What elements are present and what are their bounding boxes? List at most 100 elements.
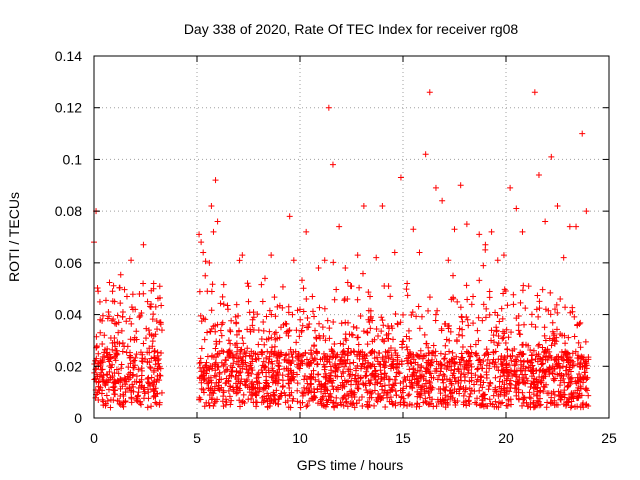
data-point (364, 389, 371, 396)
data-point (538, 356, 545, 363)
data-point (497, 391, 504, 398)
data-point (216, 369, 223, 376)
data-point (371, 355, 378, 362)
data-point (371, 402, 378, 409)
data-point (519, 376, 526, 383)
data-point (565, 354, 572, 361)
data-point (323, 386, 330, 393)
data-point (230, 360, 237, 367)
data-point (498, 353, 505, 360)
data-point (294, 387, 301, 394)
data-point (533, 306, 540, 313)
data-point (289, 375, 296, 382)
data-point (536, 355, 543, 362)
data-point (520, 351, 527, 358)
data-point (224, 366, 231, 373)
data-point (474, 395, 481, 402)
data-point (132, 354, 139, 361)
data-point (209, 363, 216, 370)
data-point (529, 356, 536, 363)
data-point (457, 182, 464, 189)
data-point (385, 376, 392, 383)
data-point (516, 380, 523, 387)
data-point (437, 396, 444, 403)
data-point (233, 367, 240, 374)
data-point (359, 402, 366, 409)
data-point (128, 394, 135, 401)
data-point (260, 327, 267, 334)
data-point (498, 305, 505, 312)
data-point (499, 328, 506, 335)
data-point (360, 328, 367, 335)
data-point (206, 259, 213, 266)
data-point (474, 366, 481, 373)
x-axis-label: GPS time / hours (297, 457, 404, 473)
data-point (565, 395, 572, 402)
data-point (117, 300, 124, 307)
data-point (484, 349, 491, 356)
data-point (352, 375, 359, 382)
data-point (112, 343, 119, 350)
data-point (119, 383, 126, 390)
data-point (341, 377, 348, 384)
data-point (124, 373, 131, 380)
data-point (106, 368, 113, 375)
data-point (541, 324, 548, 331)
data-point (423, 340, 430, 347)
data-point (130, 358, 137, 365)
data-point (462, 374, 469, 381)
data-point (363, 386, 370, 393)
data-point (377, 396, 384, 403)
data-point (532, 403, 539, 410)
data-point (260, 398, 267, 405)
data-point (241, 399, 248, 406)
data-point (502, 362, 509, 369)
data-point (275, 376, 282, 383)
data-point (458, 313, 465, 320)
data-point (95, 379, 102, 386)
data-point (567, 309, 574, 316)
data-point (334, 402, 341, 409)
data-point (150, 333, 157, 340)
data-point (321, 381, 328, 388)
data-point (109, 361, 116, 368)
data-point (468, 349, 475, 356)
data-point (580, 400, 587, 407)
data-point (102, 297, 109, 304)
data-point (560, 375, 567, 382)
data-point (157, 321, 164, 328)
data-point (115, 329, 122, 336)
data-point (246, 384, 253, 391)
data-point (476, 231, 483, 238)
data-point (330, 259, 337, 266)
data-point (369, 361, 376, 368)
data-point (543, 404, 550, 411)
data-point (218, 347, 225, 354)
data-point (573, 223, 580, 230)
data-point (575, 393, 582, 400)
data-point (437, 368, 444, 375)
data-point (239, 334, 246, 341)
x-tick-label: 20 (498, 430, 514, 446)
data-point (527, 383, 534, 390)
data-point (560, 254, 567, 261)
data-point (512, 361, 519, 368)
data-point (547, 399, 554, 406)
data-point (490, 356, 497, 363)
data-point (403, 286, 410, 293)
data-point (564, 384, 571, 391)
data-point (197, 364, 204, 371)
data-point (406, 401, 413, 408)
data-point (297, 316, 304, 323)
data-point (201, 376, 208, 382)
data-point (329, 161, 336, 168)
data-point (104, 315, 111, 322)
data-point (513, 205, 520, 212)
data-point (504, 302, 511, 309)
data-point (119, 340, 126, 347)
data-point (151, 348, 158, 355)
data-point (328, 347, 335, 354)
data-point (310, 396, 317, 403)
data-point (150, 393, 157, 400)
data-point (99, 317, 106, 324)
